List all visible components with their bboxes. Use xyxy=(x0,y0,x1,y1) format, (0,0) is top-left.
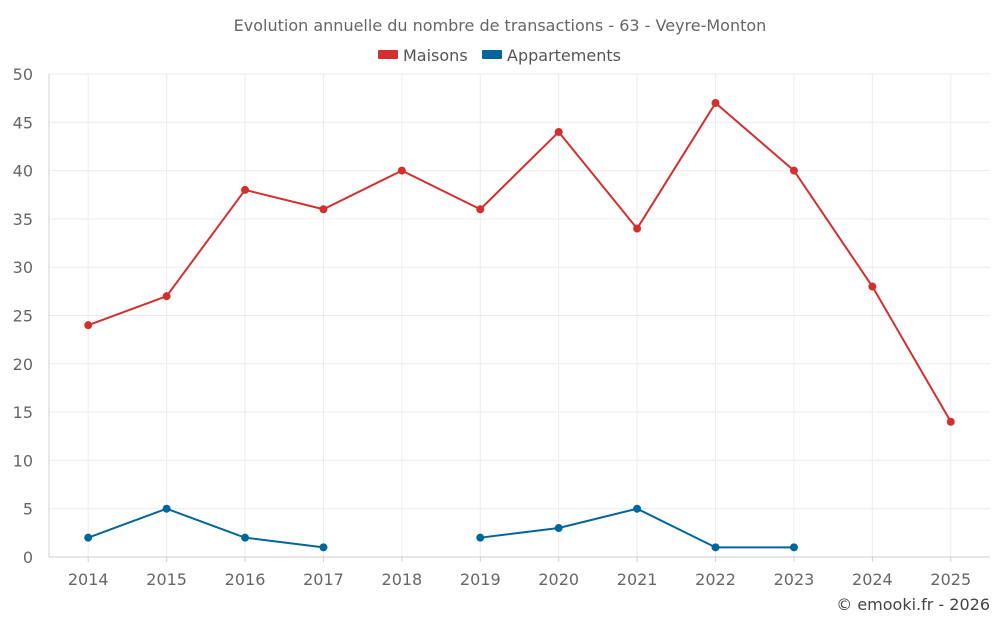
data-point-maisons[interactable] xyxy=(162,292,171,301)
y-tick-label: 35 xyxy=(13,210,33,229)
y-axis: 0 5 10 15 20 25 30 35 40 45 50 xyxy=(13,65,50,567)
data-point-maisons[interactable] xyxy=(554,127,563,136)
x-tick-label: 2018 xyxy=(382,570,423,589)
x-tick-label: 2020 xyxy=(538,570,579,589)
y-tick-label: 45 xyxy=(13,113,33,132)
x-tick-label: 2022 xyxy=(695,570,736,589)
data-point-maisons[interactable] xyxy=(84,321,93,330)
legend-swatch-maisons xyxy=(378,50,398,59)
y-tick-label: 50 xyxy=(13,65,33,84)
y-tick-label: 15 xyxy=(13,403,33,422)
data-point-appartements[interactable] xyxy=(162,504,171,513)
y-tick-label: 5 xyxy=(23,500,33,519)
x-tick-label: 2021 xyxy=(617,570,658,589)
x-tick-label: 2019 xyxy=(460,570,501,589)
chart-title: Evolution annuelle du nombre de transact… xyxy=(234,16,767,35)
x-tick-label: 2017 xyxy=(303,570,344,589)
legend-item-appartements[interactable]: Appartements xyxy=(482,46,621,65)
data-point-maisons[interactable] xyxy=(319,205,328,214)
y-tick-label: 0 xyxy=(23,548,33,567)
x-axis: 2014 2015 2016 2017 2018 2019 2020 2021 2022 2023… xyxy=(49,556,990,589)
series-line-appartements xyxy=(87,507,324,549)
y-tick-label: 10 xyxy=(13,451,33,470)
legend-swatch-appartements xyxy=(482,50,502,59)
data-point-maisons[interactable] xyxy=(397,166,406,175)
legend-item-maisons[interactable]: Maisons xyxy=(378,46,468,65)
data-point-appartements[interactable] xyxy=(633,504,642,513)
y-tick-label: 40 xyxy=(13,162,33,181)
x-tick-label: 2023 xyxy=(774,570,815,589)
data-point-appartements[interactable] xyxy=(476,533,485,542)
data-point-maisons[interactable] xyxy=(868,282,877,291)
legend-label-maisons: Maisons xyxy=(403,46,468,65)
data-point-appartements[interactable] xyxy=(241,533,250,542)
legend: Maisons Appartements xyxy=(378,46,621,65)
series-line-maisons xyxy=(87,101,952,423)
data-point-maisons[interactable] xyxy=(711,98,720,107)
grid xyxy=(49,73,990,558)
legend-label-appartements: Appartements xyxy=(507,46,621,65)
x-tick-label: 2016 xyxy=(225,570,266,589)
data-point-appartements[interactable] xyxy=(789,543,798,552)
data-point-maisons[interactable] xyxy=(241,185,250,194)
y-tick-label: 30 xyxy=(13,258,33,277)
data-point-maisons[interactable] xyxy=(789,166,798,175)
series-appartements xyxy=(84,504,798,552)
data-point-appartements[interactable] xyxy=(84,533,93,542)
data-point-maisons[interactable] xyxy=(633,224,642,233)
x-tick-label: 2024 xyxy=(852,570,893,589)
x-tick-label: 2014 xyxy=(68,570,109,589)
data-point-appartements[interactable] xyxy=(554,524,563,533)
series xyxy=(84,98,955,552)
x-tick-label: 2015 xyxy=(146,570,187,589)
y-tick-label: 20 xyxy=(13,355,33,374)
y-tick-label: 25 xyxy=(13,307,33,326)
data-point-maisons[interactable] xyxy=(476,205,485,214)
x-tick-label: 2025 xyxy=(930,570,971,589)
credit-text: © emooki.fr - 2026 xyxy=(836,595,990,614)
data-point-appartements[interactable] xyxy=(711,543,720,552)
series-maisons xyxy=(84,98,955,426)
data-point-appartements[interactable] xyxy=(319,543,328,552)
data-point-maisons[interactable] xyxy=(946,417,955,426)
